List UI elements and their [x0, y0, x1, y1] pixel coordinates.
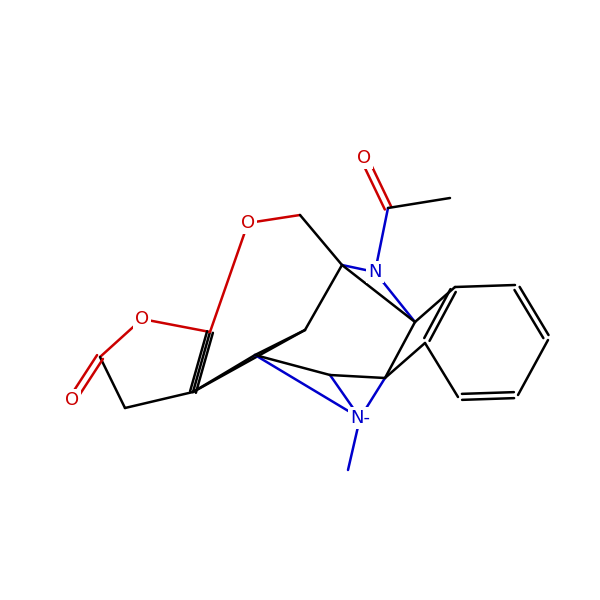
Text: O: O — [65, 391, 79, 409]
Text: O: O — [135, 310, 149, 328]
Text: O: O — [357, 149, 371, 167]
Text: O: O — [241, 214, 255, 232]
Text: N: N — [368, 263, 382, 281]
Text: N-: N- — [350, 409, 370, 427]
